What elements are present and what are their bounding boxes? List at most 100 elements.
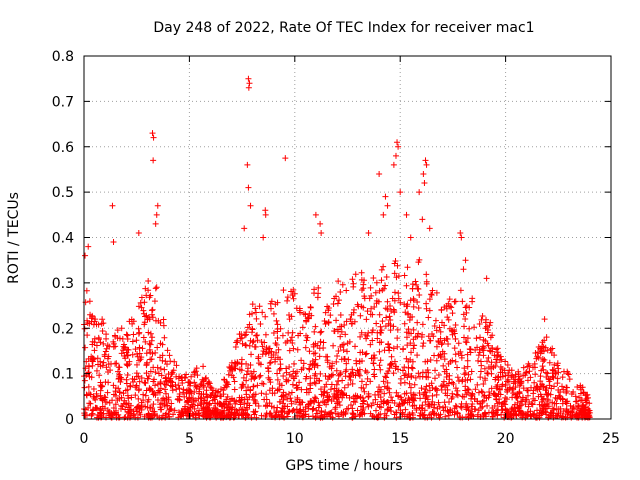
data-point [543,401,550,408]
data-point [96,372,103,379]
data-point [570,403,577,410]
data-point [163,374,170,381]
data-point [453,391,460,398]
data-point [468,368,475,375]
data-point [470,413,477,420]
data-point [170,411,177,418]
data-point [332,404,339,411]
data-point [502,358,509,365]
data-point [367,284,374,291]
data-point [539,363,546,370]
data-point [284,338,291,345]
data-point [127,383,134,390]
data-point [135,330,142,337]
data-point [276,398,283,405]
data-point [451,411,458,418]
data-point [238,411,245,418]
data-point [445,409,452,416]
data-point [466,325,473,332]
data-point [368,355,375,362]
data-point [467,376,474,383]
data-point [279,392,286,399]
data-point [85,383,92,390]
data-point [316,353,323,360]
data-point [191,398,198,405]
data-point [569,405,576,412]
data-point [410,391,417,398]
data-point [337,343,344,350]
data-point [368,292,375,299]
data-point [504,362,511,369]
data-point [303,337,310,344]
data-point [580,390,587,397]
data-point [176,385,183,392]
data-point [357,411,364,418]
data-point [330,371,337,378]
data-point [503,409,510,416]
data-point [302,344,309,351]
data-point [280,394,287,401]
data-point [401,272,408,279]
data-point [382,193,389,200]
data-point [454,392,461,399]
data-point [474,381,481,388]
data-point [417,413,424,420]
data-point [104,369,111,376]
data-point [254,382,261,389]
data-point [400,345,407,352]
data-point [244,365,251,372]
data-point [335,387,342,394]
data-point [116,371,123,378]
data-point [312,211,319,218]
data-point [274,328,281,335]
data-point [533,384,540,391]
data-point [537,407,544,414]
data-point [180,386,187,393]
data-point [408,374,415,381]
data-point [386,344,393,351]
data-point [416,256,423,263]
data-point [162,414,169,421]
data-point [321,383,328,390]
data-point [379,318,386,325]
data-point [199,376,206,383]
data-point [265,368,272,375]
data-point [263,344,270,351]
data-point [337,369,344,376]
x-tick-label: 15 [391,431,409,447]
data-point [185,405,192,412]
data-point [182,375,189,382]
data-point [395,273,402,280]
data-point [362,331,369,338]
data-point [157,354,164,361]
data-point [134,353,141,360]
data-point [150,364,157,371]
data-point [323,353,330,360]
data-point [404,301,411,308]
data-point [231,378,238,385]
data-point [164,347,171,354]
data-point [369,311,376,318]
data-point [461,371,468,378]
data-point [339,377,346,384]
data-point [227,404,234,411]
data-point [346,394,353,401]
data-point [248,414,255,421]
data-point [371,304,378,311]
data-point [171,358,178,365]
data-point [335,388,342,395]
data-point [447,303,454,310]
y-tick-label: 0 [65,412,74,428]
data-point [262,403,269,410]
data-point [420,391,427,398]
data-point [462,338,469,345]
data-point [480,397,487,404]
data-point [490,390,497,397]
data-point [376,311,383,318]
data-point [520,385,527,392]
data-point [455,340,462,347]
data-point [532,414,539,421]
data-point [288,398,295,405]
data-point [535,349,542,356]
data-point [81,384,88,391]
